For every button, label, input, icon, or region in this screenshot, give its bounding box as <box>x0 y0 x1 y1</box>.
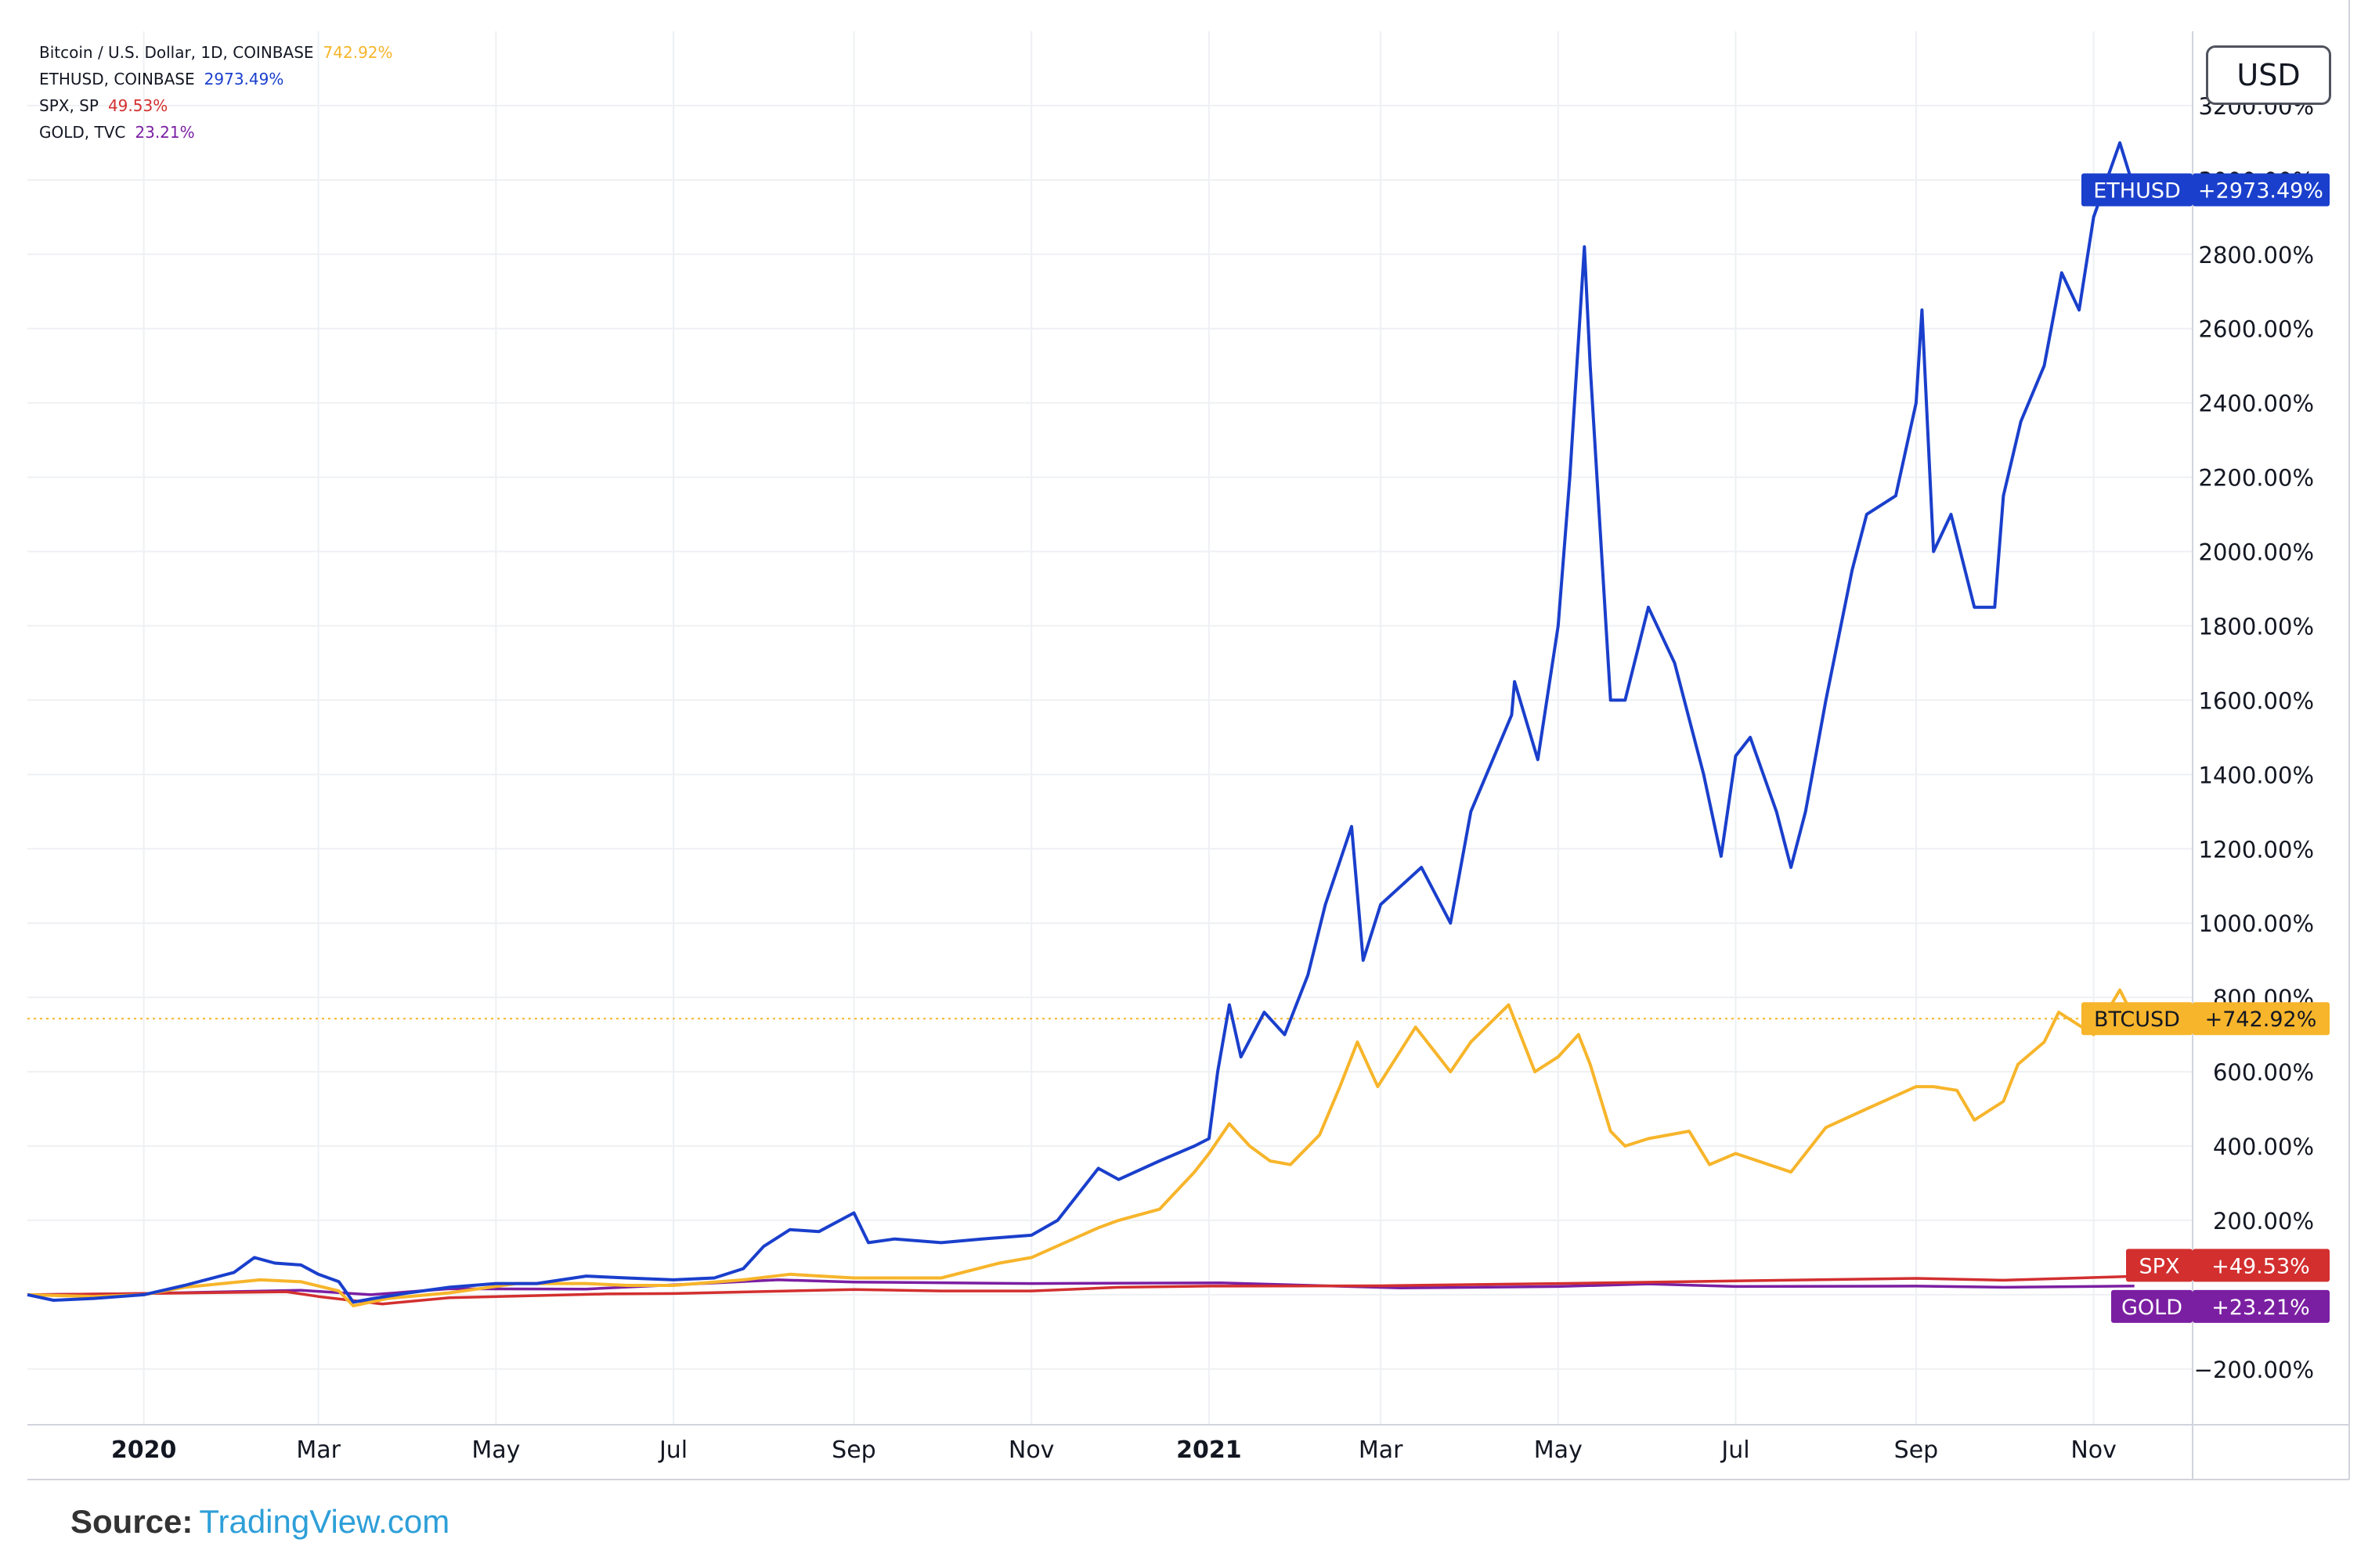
y-tick-label: 2600.00% <box>2199 316 2314 343</box>
y-tick-label: 1400.00% <box>2199 762 2314 788</box>
legend-value-eth: 2973.49% <box>204 70 284 88</box>
y-tick-label: 2000.00% <box>2199 539 2314 566</box>
legend-value-spx: 49.53% <box>107 96 168 115</box>
y-tick-label: 400.00% <box>2213 1134 2314 1160</box>
series-name-label-gold: GOLD <box>2121 1296 2182 1320</box>
legend-label-eth: ETHUSD, COINBASE <box>39 70 195 88</box>
y-tick-label: −200.00% <box>2194 1357 2314 1383</box>
series-line-spx <box>27 1274 2135 1306</box>
x-tick-label: Nov <box>1009 1436 1055 1464</box>
series-line-btc <box>27 988 2136 1308</box>
x-tick-label: Jul <box>658 1436 688 1464</box>
legend-label-btc: Bitcoin / U.S. Dollar, 1D, COINBASE <box>39 43 314 62</box>
series-value-tag-eth <box>2193 173 2330 207</box>
legend-value-btc: 742.92% <box>323 43 393 62</box>
currency-button[interactable]: USD <box>2206 45 2331 105</box>
x-tick-label: Mar <box>296 1436 341 1464</box>
series-value-label-eth: +2973.49% <box>2198 178 2323 203</box>
source-caption: Source: TradingView.com <box>70 1503 449 1541</box>
series-value-label-btc: +742.92% <box>2205 1007 2317 1032</box>
x-tick-label: May <box>471 1436 520 1464</box>
series-name-tag-eth <box>2081 173 2193 207</box>
y-tick-label: 200.00% <box>2213 1208 2314 1235</box>
series-value-tag-btc <box>2193 1002 2330 1036</box>
legend-row-btc: Bitcoin / U.S. Dollar, 1D, COINBASE 742.9… <box>39 39 393 66</box>
legend-row-eth: ETHUSD, COINBASE 2973.49% <box>39 66 393 92</box>
x-tick-label: May <box>1534 1436 1583 1464</box>
legend-value-gold: 23.21% <box>135 123 195 142</box>
y-tick-label: 2400.00% <box>2199 391 2314 417</box>
source-prefix: Source: <box>70 1503 193 1540</box>
series-name-tag-gold <box>2111 1289 2193 1323</box>
x-tick-label: Sep <box>832 1436 876 1464</box>
y-tick-label: 600.00% <box>2213 1059 2314 1086</box>
chart-legend: Bitcoin / U.S. Dollar, 1D, COINBASE 742.9… <box>39 39 393 146</box>
source-link[interactable]: TradingView.com <box>199 1503 450 1540</box>
y-tick-label: 2800.00% <box>2199 242 2314 269</box>
x-tick-label: Sep <box>1894 1436 1939 1464</box>
legend-row-gold: GOLD, TVC 23.21% <box>39 119 393 146</box>
x-tick-label: Jul <box>1720 1436 1749 1464</box>
series-value-label-spx: +49.53% <box>2211 1254 2310 1278</box>
x-tick-label: Nov <box>2070 1436 2117 1464</box>
series-line-eth <box>27 141 2136 1304</box>
series-name-label-btc: BTCUSD <box>2094 1007 2180 1032</box>
series-name-label-eth: ETHUSD <box>2093 178 2181 203</box>
legend-label-gold: GOLD, TVC <box>39 123 126 142</box>
y-tick-label: 1800.00% <box>2199 613 2314 640</box>
x-tick-label: 2020 <box>111 1436 177 1464</box>
series-name-tag-spx <box>2126 1249 2193 1282</box>
x-tick-label: 2021 <box>1176 1436 1242 1464</box>
legend-label-spx: SPX, SP <box>39 96 99 115</box>
y-tick-label: 2200.00% <box>2199 465 2314 492</box>
y-tick-label: 1200.00% <box>2199 836 2314 863</box>
series-value-tag-gold <box>2193 1289 2330 1323</box>
series-value-label-gold: +23.21% <box>2211 1296 2310 1320</box>
series-name-label-spx: SPX <box>2139 1254 2180 1278</box>
series-name-tag-btc <box>2081 1002 2193 1036</box>
y-tick-label: 1600.00% <box>2199 687 2314 714</box>
series-value-tag-spx <box>2193 1249 2330 1282</box>
x-tick-label: Mar <box>1359 1436 1403 1464</box>
y-tick-label: 1000.00% <box>2199 910 2314 937</box>
legend-row-spx: SPX, SP 49.53% <box>39 92 393 119</box>
